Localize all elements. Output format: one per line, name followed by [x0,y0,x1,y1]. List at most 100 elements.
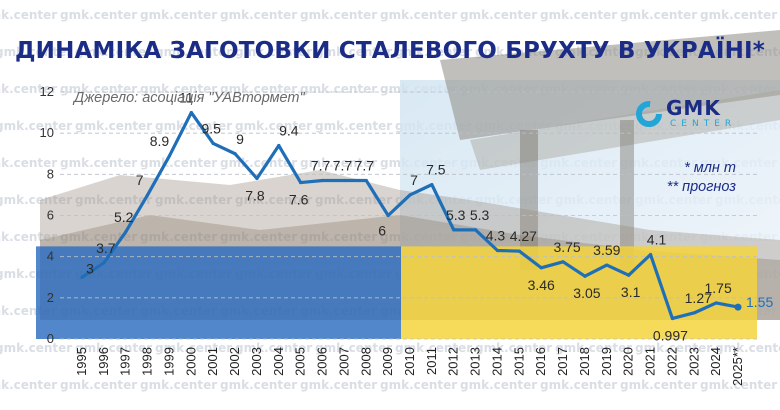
data-label: 4.3 [486,227,506,243]
x-tick-label: 2009 [380,347,395,376]
y-tick-label: 6 [47,208,54,223]
data-label: 5.3 [470,207,490,223]
data-label: 3.75 [553,239,580,255]
y-tick-label: 2 [47,290,54,305]
data-label: 11 [179,90,194,106]
data-label: 3.46 [528,277,555,293]
data-point [386,213,390,218]
data-label: 9 [236,131,244,147]
data-point [320,178,325,183]
x-tick-label: 1999 [161,347,176,376]
data-point [80,275,84,279]
data-point [364,178,368,183]
units-note: * млн т [684,160,736,176]
data-label: 7 [136,172,144,188]
data-label: 7 [410,172,418,188]
data-label: 8.9 [150,133,170,149]
data-label: 0.997 [653,327,688,343]
y-tick-label: 12 [40,84,54,99]
x-tick-label: 2018 [577,347,592,376]
data-label: 4.27 [510,228,537,244]
x-tick-label: 2000 [183,347,198,376]
data-label: 7.7 [333,158,353,174]
data-label: 7.7 [355,158,375,174]
x-tick-label: 1996 [96,347,111,376]
data-point [408,193,412,197]
x-tick-label: 2015 [511,347,526,376]
data-label: 7.5 [426,162,446,178]
x-tick-label: 2008 [358,347,373,376]
x-tick-label: 1997 [118,347,133,376]
data-label: 3.7 [96,240,116,256]
data-label: 3 [86,260,94,276]
x-tick-label: 2012 [446,347,461,376]
x-tick-label: 2002 [227,347,242,376]
data-point [605,263,609,267]
flag-yellow-band [401,246,757,339]
data-label: 6 [378,223,386,239]
data-label: 7.6 [289,192,309,208]
data-point [342,178,346,183]
data-point [255,176,259,181]
gmk-ring-logo-icon [636,101,662,127]
data-point [561,260,565,264]
data-point [167,154,172,158]
data-point [517,249,521,253]
data-point [299,180,303,185]
x-tick-label: 2022 [664,347,679,376]
y-axis: 0 2 4 6 8 10 12 [40,84,54,346]
y-tick-label: 10 [40,125,54,140]
data-point [430,183,434,187]
data-label: 7.8 [245,187,265,203]
data-point [474,228,478,232]
data-point [495,248,500,253]
x-tick-label: 2001 [205,347,220,376]
x-tick-label: 2013 [468,347,483,376]
flag-blue-band [36,246,401,339]
y-tick-label: 0 [47,331,54,346]
x-tick-label: 2014 [489,347,504,376]
data-point [146,193,150,197]
x-tick-label: 2007 [336,347,351,376]
data-label: 1.75 [705,280,732,296]
data-point [583,274,587,278]
x-axis: 1995 1996 1997 1998 1999 2000 2001 2002 2003 2004… [74,347,745,386]
x-tick-label: 2010 [402,347,417,376]
data-label: 3.59 [593,242,620,258]
data-points [80,110,742,321]
data-label: 1.27 [685,290,712,306]
data-point [211,141,215,146]
x-tick-label: 2023 [686,347,701,376]
data-point [124,230,128,234]
data-point [714,301,718,305]
x-tick-label: 2003 [249,347,264,376]
x-tick-label: 2005 [293,347,308,376]
data-point [452,228,456,232]
data-point [189,110,193,115]
data-label: 3.05 [573,285,600,301]
data-label: 5.3 [446,207,466,223]
x-tick-label: 2006 [315,347,330,376]
x-tick-label: 2021 [643,347,658,376]
data-label: 9.5 [201,120,221,136]
x-tick-label: 2004 [271,347,286,376]
data-point [627,273,631,277]
x-tick-label: 2024 [708,347,723,376]
logo-subtext: CENTER [670,119,737,129]
data-label: 5.2 [114,209,134,225]
data-point [670,316,675,321]
x-tick-label: 2019 [599,347,614,376]
data-point [539,266,543,270]
data-label: 1.55 [746,294,773,310]
x-tick-label: 2025** [730,347,745,386]
data-point [692,311,696,315]
logo-text: GMK [666,96,721,120]
data-label: 9.4 [279,123,299,139]
x-tick-label: 2017 [555,347,570,376]
x-tick-label: 1995 [74,347,89,376]
data-point [233,152,237,156]
x-tick-label: 1998 [140,347,155,376]
x-tick-label: 2020 [621,347,636,376]
